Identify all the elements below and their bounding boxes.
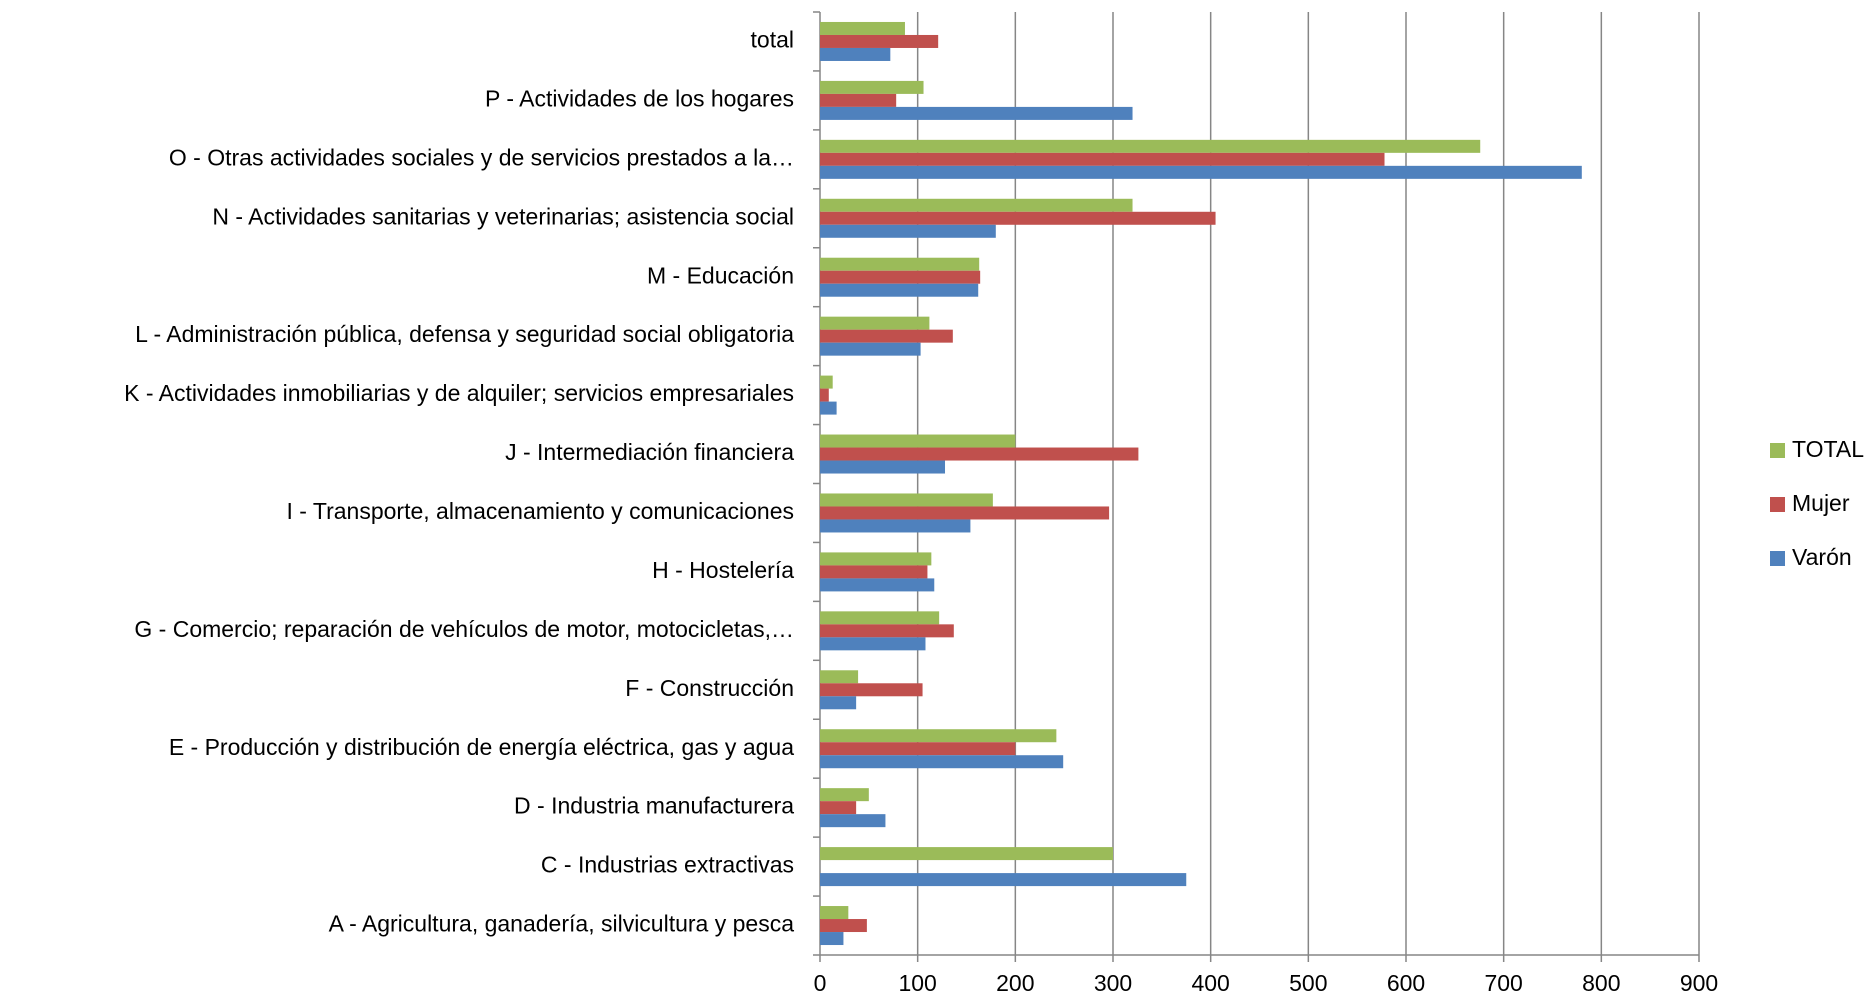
y-tick-label: K - Actividades inmobiliarias y de alqui… — [124, 380, 794, 406]
bar — [820, 211, 1216, 225]
x-tick-label: 600 — [1387, 970, 1425, 996]
bar — [820, 34, 939, 48]
y-tick-label: N - Actividades sanitarias y veterinaria… — [212, 203, 794, 229]
bar — [820, 801, 857, 815]
y-tick-label: A - Agricultura, ganadería, silvicultura… — [329, 911, 795, 937]
x-tick-label: 500 — [1289, 970, 1327, 996]
bar — [820, 578, 935, 592]
bar — [820, 873, 1187, 887]
bar — [820, 565, 928, 579]
bar — [820, 460, 946, 474]
bar — [820, 401, 837, 415]
x-tick-label: 400 — [1191, 970, 1229, 996]
x-tick-label: 700 — [1484, 970, 1522, 996]
bar — [820, 224, 996, 238]
bar — [820, 729, 1057, 743]
bar — [820, 316, 930, 330]
bar — [820, 683, 923, 697]
bar — [820, 257, 980, 271]
legend-label: Varón — [1792, 544, 1852, 570]
x-tick-label: 200 — [996, 970, 1034, 996]
y-tick-label: L - Administración pública, defensa y se… — [135, 321, 794, 347]
bar — [820, 47, 891, 61]
legend-swatch — [1770, 551, 1785, 566]
bar — [820, 434, 1016, 448]
y-tick-label: I - Transporte, almacenamiento y comunic… — [286, 498, 794, 524]
bar — [820, 388, 829, 402]
bar — [820, 80, 924, 94]
bar — [820, 198, 1133, 212]
bar — [820, 375, 833, 389]
bar — [820, 611, 940, 625]
bar — [820, 932, 844, 946]
x-tick-label: 100 — [898, 970, 936, 996]
bar — [820, 696, 857, 710]
y-tick-label: C - Industrias extractivas — [541, 852, 794, 878]
y-tick-label: total — [751, 27, 794, 53]
bar — [820, 447, 1139, 461]
legend-label: TOTAL — [1792, 436, 1864, 462]
bar — [820, 788, 869, 802]
bar — [820, 270, 981, 284]
y-tick-label: M - Educación — [647, 262, 794, 288]
bar — [820, 342, 921, 356]
bar — [820, 519, 971, 533]
bar — [820, 814, 886, 828]
bar — [820, 624, 954, 638]
y-tick-label: G - Comercio; reparación de vehículos de… — [134, 616, 794, 642]
bar — [820, 329, 953, 343]
y-tick-label: P - Actividades de los hogares — [485, 85, 794, 111]
y-tick-label: O - Otras actividades sociales y de serv… — [169, 144, 794, 170]
bar — [820, 906, 849, 920]
bar — [820, 847, 1113, 861]
bar — [820, 139, 1481, 153]
y-tick-label: E - Producción y distribución de energía… — [169, 734, 794, 760]
bar — [820, 637, 926, 651]
bar — [820, 552, 932, 566]
y-tick-label: D - Industria manufacturera — [514, 793, 794, 819]
bar — [820, 670, 859, 684]
legend-label: Mujer — [1792, 490, 1850, 516]
x-tick-label: 800 — [1582, 970, 1620, 996]
legend-swatch — [1770, 443, 1785, 458]
bar — [820, 165, 1582, 179]
bar — [820, 493, 993, 507]
bar — [820, 152, 1385, 166]
x-tick-label: 0 — [814, 970, 827, 996]
y-tick-label: H - Hostelería — [652, 557, 794, 583]
x-tick-label: 300 — [1094, 970, 1132, 996]
x-tick-label: 900 — [1680, 970, 1718, 996]
legend-swatch — [1770, 497, 1785, 512]
bar — [820, 21, 905, 35]
bar — [820, 506, 1110, 520]
bar — [820, 106, 1133, 120]
y-tick-label: F - Construcción — [625, 675, 794, 701]
bar — [820, 919, 867, 933]
y-tick-label: J - Intermediación financiera — [505, 439, 794, 465]
bar — [820, 93, 897, 107]
bar — [820, 283, 979, 297]
bar — [820, 755, 1064, 769]
bar — [820, 742, 1016, 756]
